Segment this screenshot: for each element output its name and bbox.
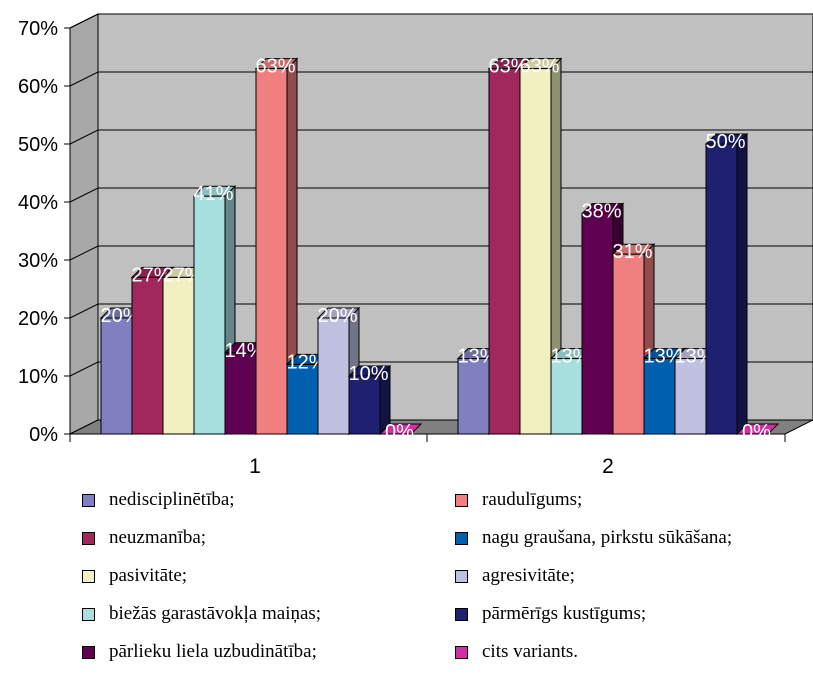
bar [705,143,738,435]
gridline [69,13,813,29]
x-tick-label: 1 [249,455,261,478]
y-tick-label: 70% [18,18,58,40]
y-tick-label: 50% [18,134,58,156]
data-label: 31% [612,241,652,263]
y-tick-label: 0% [29,424,58,446]
bar [457,358,490,435]
data-label: 12% [286,351,326,373]
bar [193,195,226,435]
bar [348,375,381,435]
data-label: 0% [742,421,771,443]
bar [735,423,780,435]
gridline [69,187,813,203]
data-label: 38% [581,201,621,223]
bar [100,317,133,435]
bar [519,68,552,435]
y-tick-label: 20% [18,308,58,330]
data-label: 63% [488,56,528,78]
data-label: 20% [317,305,357,327]
data-label: 63% [519,56,559,78]
gridline [69,303,813,319]
bar [317,317,350,435]
bar [378,423,423,435]
data-label: 13% [550,346,590,368]
y-tick-label: 10% [18,366,58,388]
data-label: 10% [348,363,388,385]
data-label: 13% [643,346,683,368]
plot-side-wall [69,13,99,435]
bar [581,213,614,435]
data-label: 27% [131,264,171,286]
data-label: 13% [674,346,714,368]
data-label: 27% [162,264,202,286]
bar [224,352,257,435]
bar [612,253,645,435]
data-label: 13% [457,346,497,368]
bar [488,68,521,435]
y-tick-label: 40% [18,192,58,214]
data-label: 0% [385,421,414,443]
y-tick-label: 30% [18,250,58,272]
gridline [69,129,813,145]
bar [643,358,676,435]
bar [674,358,707,435]
data-label: 20% [100,305,140,327]
x-tick-label: 2 [602,455,614,478]
gridline [69,245,813,261]
bar [286,363,319,435]
bar [550,358,583,435]
y-tick-label: 60% [18,76,58,98]
bar [131,276,164,435]
gridline [69,71,813,87]
bar [162,276,195,435]
data-label: 41% [193,183,233,205]
data-label: 14% [224,340,264,362]
data-label: 63% [255,56,295,78]
bar-side [736,132,748,436]
bar [255,68,288,435]
data-label: 50% [705,131,745,153]
